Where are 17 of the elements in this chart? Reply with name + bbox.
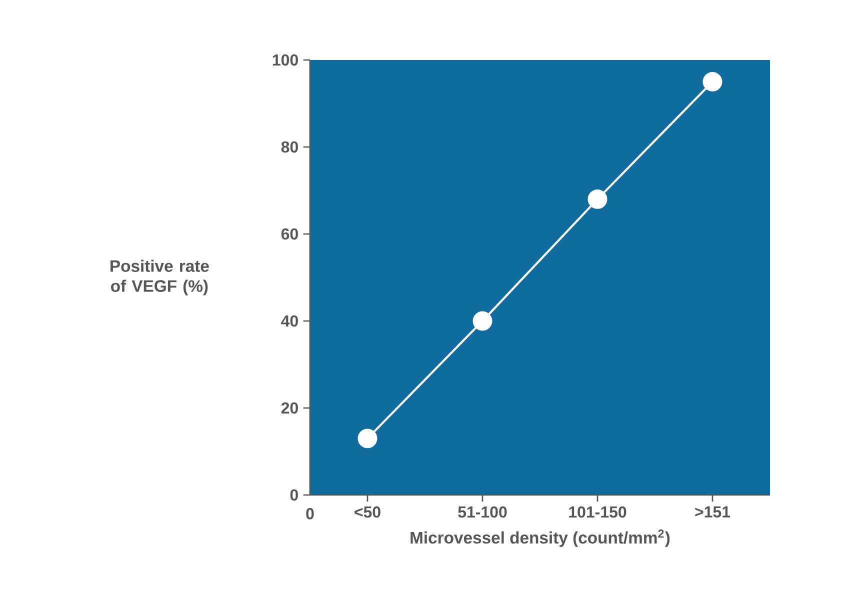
- x-tick-label: <50: [354, 506, 380, 518]
- y-tick-label: 20: [281, 402, 298, 414]
- point: [472, 311, 492, 331]
- y-tick-label: 60: [281, 228, 298, 240]
- x-axis-title: Microvessel density (count/mm$^{2}$): [410, 530, 670, 547]
- y-tick-label: 80: [281, 141, 298, 153]
- text: 0: [306, 508, 314, 520]
- y-tick-label: 0: [290, 489, 298, 501]
- x-tick-label: 51-100: [458, 506, 507, 518]
- x-tick-label: >151: [695, 506, 730, 518]
- point: [702, 72, 722, 92]
- y-tick-label: 40: [281, 315, 298, 327]
- y-tick-label: 100: [272, 54, 298, 66]
- point: [588, 189, 608, 209]
- point: [358, 428, 378, 448]
- y-axis-title: Positive rate of VEGF (%): [110, 260, 209, 296]
- x-tick-label: 101-150: [569, 506, 626, 518]
